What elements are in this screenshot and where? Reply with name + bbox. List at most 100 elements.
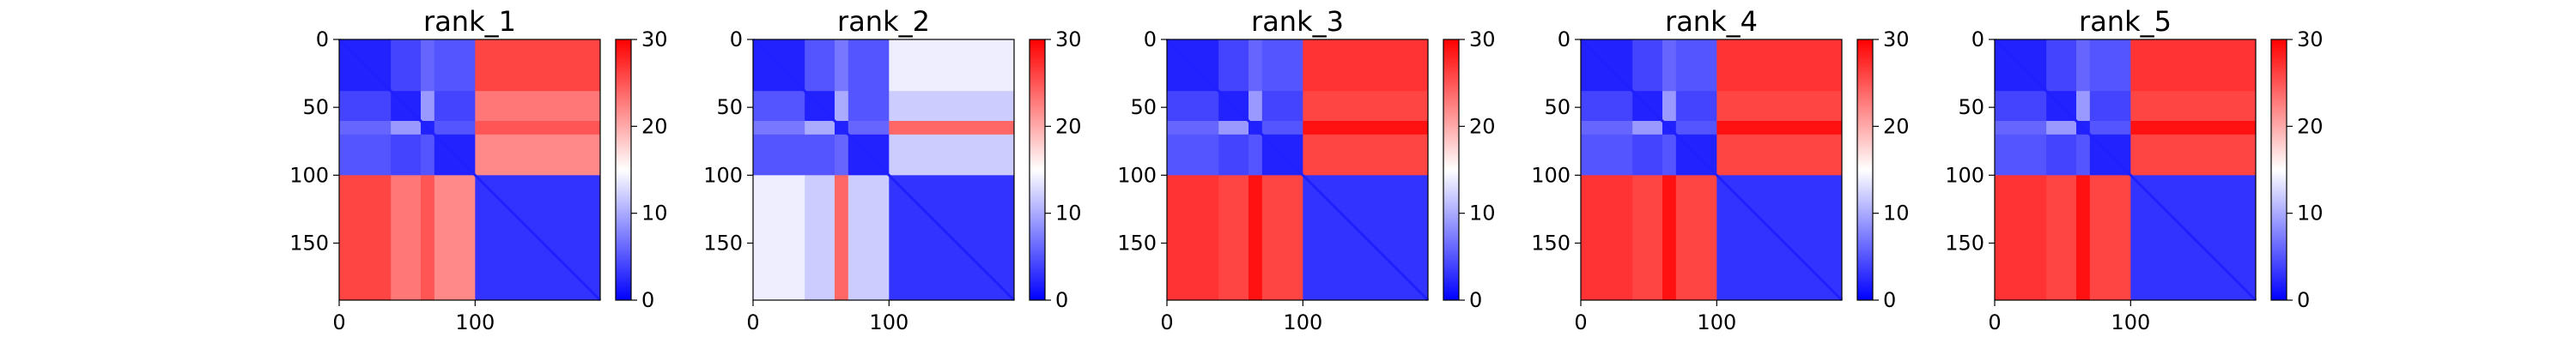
heatmap-cell [1662, 91, 1677, 122]
y-tick-label: 50 [1958, 95, 1984, 119]
heatmap-cell [1167, 134, 1219, 176]
colorbar [615, 39, 632, 301]
heatmap-panel: rank_1 0 50 100 150 0 100 0 10 20 30 [289, 5, 667, 334]
heatmap-cell [2076, 39, 2091, 92]
y-tick-label: 50 [716, 95, 743, 119]
y-tick-label: 100 [1945, 163, 1984, 187]
heatmap-cell [1261, 39, 1303, 92]
y-tick-label: 50 [1130, 95, 1157, 119]
heatmap-cell [1632, 175, 1663, 301]
heatmap-panel: rank_2 0 50 100 150 0 100 0 10 20 30 [703, 5, 1081, 334]
heatmap-cell [835, 39, 849, 92]
heatmap-cell [2130, 91, 2257, 122]
heatmap-cell [2046, 175, 2077, 301]
heatmap-frame [1994, 39, 2257, 301]
heatmap-cell [889, 91, 1015, 122]
heatmap-cell [835, 175, 849, 301]
y-tick-label: 150 [1531, 232, 1571, 256]
colorbar-tick-label: 20 [1883, 114, 1910, 138]
colorbar-tick-label: 10 [2297, 202, 2324, 226]
x-tick-label: 0 [1160, 310, 1173, 334]
y-tick-label: 150 [1945, 232, 1984, 256]
heatmap-cell [1218, 134, 1249, 176]
heatmap-cell [1303, 134, 1429, 176]
colorbar-tick-label: 0 [1055, 288, 1068, 312]
heatmap-cell [835, 134, 849, 176]
heatmap-cell [391, 39, 422, 92]
heatmap-cell [805, 175, 835, 301]
heatmap-cell [2076, 134, 2091, 176]
heatmap-cell [434, 175, 476, 301]
colorbar-tick-label: 0 [2297, 288, 2310, 312]
x-tick-label: 0 [1574, 310, 1587, 334]
heatmap-cell [1632, 39, 1663, 92]
heatmap-cell [1218, 39, 1249, 92]
heatmap-cell [434, 121, 476, 135]
colorbar-tick-label: 30 [1469, 27, 1496, 51]
heatmap-cell [753, 175, 805, 301]
heatmap-cell [391, 134, 422, 176]
heatmap-cell [421, 134, 435, 176]
heatmap-cell [1581, 121, 1633, 135]
heatmap-cell [1581, 175, 1633, 301]
heatmap-cell [848, 39, 890, 92]
heatmap-cell [1303, 121, 1429, 135]
heatmap-cell [805, 134, 835, 176]
diagonal-line [337, 38, 602, 302]
heatmap-cell [1662, 39, 1677, 92]
y-tick-label: 50 [302, 95, 329, 119]
heatmap-cell [835, 91, 849, 122]
colorbar-tick-label: 10 [641, 202, 668, 226]
heatmap-panel: rank_4 0 50 100 150 0 100 0 10 20 30 [1531, 5, 1909, 334]
y-tick-label: 0 [1971, 27, 1984, 51]
y-tick-label: 150 [1117, 232, 1157, 256]
heatmap-cell [2089, 121, 2131, 135]
colorbar-tick-label: 20 [641, 114, 668, 138]
heatmap-cell [1249, 175, 1263, 301]
heatmap-cell [339, 121, 392, 135]
heatmap-cell [1167, 121, 1219, 135]
heatmap-cell [1675, 175, 1717, 301]
heatmap-cell [1995, 175, 2047, 301]
colorbar-tick-label: 20 [2297, 114, 2324, 138]
heatmap-frame [1166, 39, 1429, 301]
heatmap-cell [1581, 91, 1633, 122]
heatmap-cell [2130, 134, 2257, 176]
heatmap-cell [391, 121, 422, 135]
x-tick-label: 100 [1697, 310, 1736, 334]
y-tick-label: 150 [289, 232, 329, 256]
heatmap-cell [1581, 134, 1633, 176]
y-tick-label: 0 [1558, 27, 1571, 51]
heatmap-cells [1995, 39, 2257, 301]
heatmap-cell [421, 91, 435, 122]
heatmap-cell [1261, 91, 1303, 122]
heatmap-cell [475, 121, 601, 135]
y-tick-label: 0 [730, 27, 743, 51]
heatmap-cell [1675, 121, 1717, 135]
heatmap-cell [2089, 91, 2131, 122]
x-tick-label: 0 [746, 310, 759, 334]
heatmap-cells [753, 39, 1015, 301]
heatmap-cell [2076, 175, 2091, 301]
x-tick-label: 100 [1283, 310, 1322, 334]
heatmap-cell [805, 39, 835, 92]
heatmap-cell [475, 39, 601, 92]
x-tick-label: 100 [869, 310, 908, 334]
heatmap-cell [1249, 39, 1263, 92]
heatmap-cell [2076, 91, 2091, 122]
heatmap-cell [889, 39, 1015, 92]
heatmap-cell [1716, 91, 1843, 122]
heatmap-cell [1249, 134, 1263, 176]
heatmap-cell [848, 175, 890, 301]
heatmap-cell [1662, 175, 1677, 301]
heatmap-cell [1716, 134, 1843, 176]
heatmap-cell [1303, 39, 1429, 92]
heatmap-cell [1218, 121, 1249, 135]
heatmap-cell [391, 175, 422, 301]
heatmap-cell [1662, 134, 1677, 176]
heatmap-cell [339, 91, 392, 122]
colorbar-tick-label: 30 [641, 27, 668, 51]
heatmap-cell [339, 175, 392, 301]
panel-title: rank_5 [2079, 5, 2172, 38]
